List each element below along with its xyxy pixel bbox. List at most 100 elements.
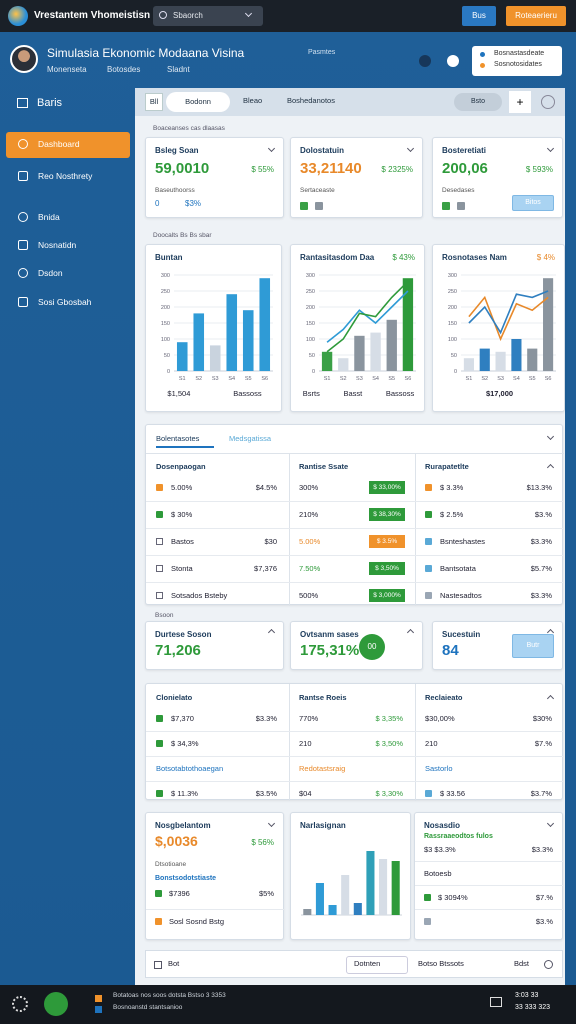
row-label: Sotsados Bsteby [171, 591, 228, 600]
y-tick-label: 50 [451, 353, 457, 359]
header-link[interactable]: Botosdes [107, 65, 141, 74]
chevron-icon [267, 819, 276, 828]
chart-footer-item: Bassoss [385, 388, 415, 398]
column-heading: Clonielato [156, 693, 193, 702]
chevron-icon [546, 144, 555, 153]
column-heading: Dosenpaogan [156, 462, 206, 471]
header-link[interactable]: Sladnt [167, 65, 190, 74]
user-menu[interactable]: Bosnastasdeate Sosnotosidates [472, 46, 562, 76]
sidebar-item-icon [18, 171, 28, 181]
y-tick-label: 0 [454, 369, 457, 375]
kpi-button[interactable]: Butr [512, 634, 554, 658]
row-value: $3.% [534, 510, 552, 519]
row-divider [146, 554, 564, 556]
tab[interactable]: Boshedanotos [287, 96, 335, 105]
taskbar-text: Botatoas nos soos dotsta Bstso 3 3353 [113, 992, 226, 999]
row-badge: $ 38,30% [369, 508, 405, 521]
x-tick-label: S1 [179, 376, 186, 382]
row-label: $ 11.3% [171, 789, 198, 798]
chart-badge: $ 43% [392, 253, 415, 262]
sidebar-item[interactable]: Dsdon [38, 268, 63, 278]
icon [156, 715, 163, 722]
card-subheading: Rassraaeodtos fulos [424, 833, 493, 840]
icon [425, 484, 432, 491]
tab-bar: Bll Bodonn Bleao Boshedanotos Bsto + [135, 88, 565, 116]
column-divider [415, 684, 416, 801]
chevron-icon [406, 144, 415, 153]
sidebar-item[interactable]: Sosi Gbosbah [38, 297, 92, 307]
bar [511, 339, 522, 371]
search-box[interactable]: Sbaorch [153, 6, 263, 26]
icon [424, 894, 431, 901]
sidebar-item[interactable]: Bnida [38, 212, 60, 222]
bar [543, 278, 554, 371]
card-value: $,0036 [155, 833, 198, 849]
tab[interactable]: Bodonn [166, 92, 230, 112]
table-tab[interactable]: Bolentasotes [156, 434, 200, 443]
clock-date: 33 333 323 [515, 1004, 551, 1011]
footer-item[interactable]: Botso Btssots [418, 959, 464, 968]
row-value: $30% [532, 714, 552, 723]
icon [425, 511, 432, 518]
chart-footer-item: Bassoss [233, 388, 262, 398]
row-label: Botoesb [424, 869, 452, 878]
x-tick-label: S5 [529, 376, 536, 382]
row-divider [415, 861, 564, 862]
secondary-button[interactable]: Roteaerieru [506, 6, 566, 26]
card-note: Dtsotioane [155, 861, 187, 868]
icon [442, 202, 450, 210]
kpi-delta: $ 593% [525, 165, 553, 174]
footer-bar: Bot Dotnten Botso Btssots Bdst [145, 950, 563, 978]
bar [328, 905, 337, 915]
sidebar-item[interactable]: Dashboard [38, 139, 80, 149]
line-series [468, 295, 549, 342]
chart-badge: $ 4% [536, 253, 555, 262]
footer-item[interactable]: Bot [168, 959, 180, 968]
y-tick-label: 300 [161, 273, 170, 279]
clock-time: 3:03 33 [515, 992, 539, 999]
y-tick-label: 300 [448, 273, 457, 279]
chart-title: Narlasignan [300, 821, 346, 830]
bar [379, 859, 388, 915]
row-label: $ 3094% [438, 893, 468, 902]
add-button[interactable]: + [509, 91, 531, 113]
kpi-value: 84 [442, 642, 459, 659]
line-series [326, 290, 409, 343]
sidebar-item-icon [18, 297, 28, 307]
kpi-delta: $ 2325% [381, 165, 413, 174]
header-link[interactable]: Monenseta [47, 65, 87, 74]
footer-item[interactable]: Bdst [514, 959, 530, 968]
bar [303, 909, 312, 915]
icon [457, 202, 465, 210]
y-tick-label: 0 [312, 369, 315, 375]
row-divider [146, 909, 285, 910]
row-label: Nastesadtos [440, 591, 482, 600]
tab[interactable]: Bleao [243, 96, 263, 105]
sidebar-item-icon [18, 240, 28, 250]
primary-button[interactable]: Bus [462, 6, 496, 26]
kpi-title: Bosteretiati [442, 146, 487, 155]
chart-footer: Bsrts Basst Bassoss [291, 386, 426, 400]
x-tick-label: S6 [545, 376, 552, 382]
sidebar-item[interactable]: Nosnatidn [38, 240, 77, 250]
footer-item[interactable]: Dotnten [354, 959, 381, 968]
row-label: $ 34,3% [171, 739, 199, 748]
row-label: 300% [299, 483, 319, 492]
kpi-value: 200,06 [442, 160, 488, 177]
filter-pill[interactable]: Bsto [454, 93, 502, 111]
row-label: 210 [425, 739, 438, 748]
kpi-button[interactable]: Bitos [512, 195, 554, 211]
row-value: $ 3,35% [375, 714, 403, 723]
chevron-icon [267, 628, 276, 637]
sidebar-item[interactable]: Reo Nosthrety [38, 171, 93, 181]
bar [242, 310, 254, 371]
kpi-card: Sucestuin 84 Butr [432, 621, 563, 670]
tab[interactable]: Bll [145, 93, 163, 111]
notification-icon [419, 55, 431, 67]
x-tick-label: S6 [261, 376, 268, 382]
row-value: $13.3% [526, 483, 552, 492]
row-label: $ 30% [171, 510, 193, 519]
icon [156, 592, 163, 599]
card-subheading: Bonstsodotstiaste [155, 875, 217, 882]
table-tab[interactable]: Medsgatissa [229, 434, 272, 443]
